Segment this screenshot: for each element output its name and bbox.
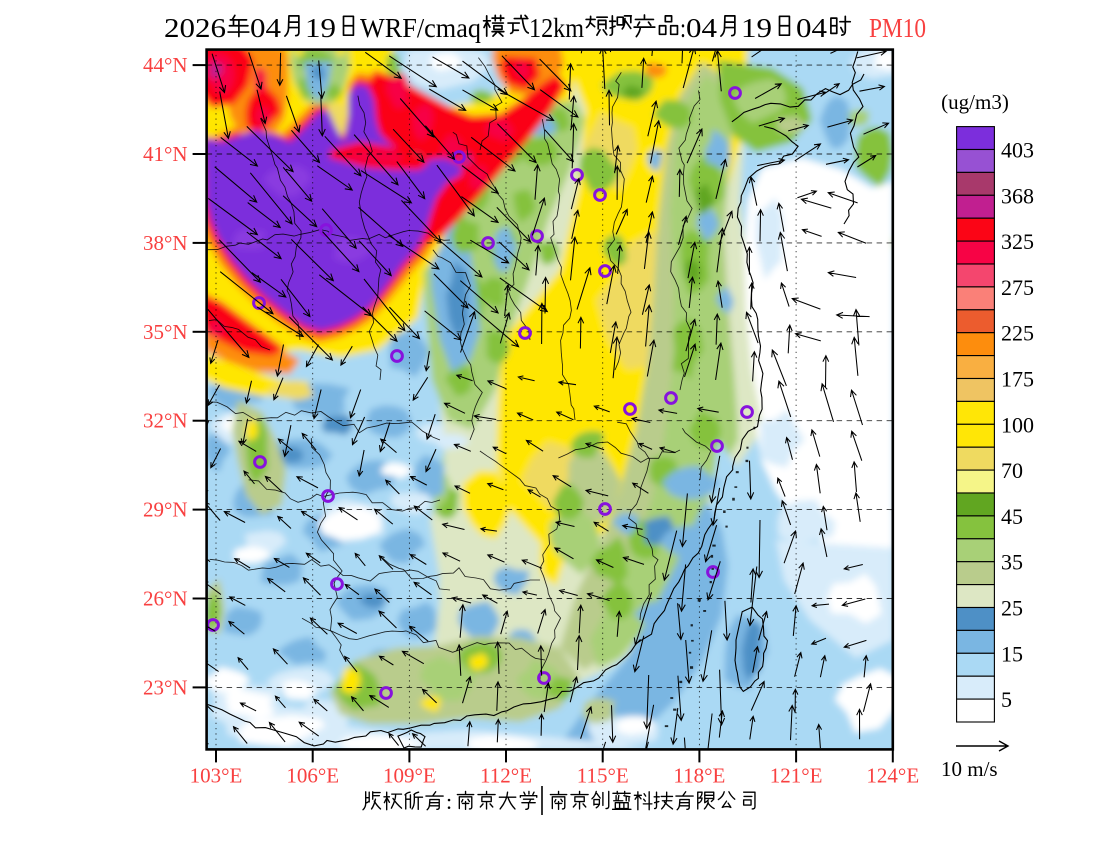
- svg-text:325: 325: [1001, 229, 1034, 254]
- svg-text:115°E: 115°E: [577, 763, 629, 787]
- svg-text:32°N: 32°N: [143, 409, 188, 433]
- svg-text:PM10: PM10: [869, 13, 926, 43]
- svg-text:15: 15: [1001, 641, 1023, 666]
- svg-text:04: 04: [250, 13, 282, 43]
- svg-text:19: 19: [305, 13, 336, 43]
- svg-text:2026: 2026: [164, 13, 226, 43]
- svg-text:35°N: 35°N: [143, 320, 188, 344]
- svg-text:44°N: 44°N: [143, 53, 188, 77]
- svg-text:118°E: 118°E: [673, 763, 725, 787]
- svg-text:368: 368: [1001, 183, 1034, 208]
- svg-text::: :: [680, 13, 686, 43]
- svg-text:109°E: 109°E: [383, 763, 436, 787]
- svg-text:12km: 12km: [529, 13, 584, 43]
- svg-text:35: 35: [1001, 550, 1023, 575]
- svg-text:WRF/cmaq: WRF/cmaq: [360, 13, 481, 43]
- svg-text:403: 403: [1001, 138, 1034, 163]
- svg-text:175: 175: [1001, 367, 1034, 392]
- svg-text:45: 45: [1001, 504, 1023, 529]
- svg-text:103°E: 103°E: [190, 763, 243, 787]
- svg-text:04: 04: [796, 13, 828, 43]
- svg-text:275: 275: [1001, 275, 1034, 300]
- svg-text:41°N: 41°N: [143, 142, 188, 166]
- svg-text:04: 04: [686, 13, 718, 43]
- svg-text:121°E: 121°E: [770, 763, 823, 787]
- svg-text:70: 70: [1001, 458, 1023, 483]
- svg-text:112°E: 112°E: [480, 763, 532, 787]
- svg-text:19: 19: [741, 13, 772, 43]
- svg-text:38°N: 38°N: [143, 231, 188, 255]
- svg-text:(ug/m3): (ug/m3): [941, 90, 1009, 114]
- svg-text::: :: [446, 789, 452, 814]
- svg-text:225: 225: [1001, 321, 1034, 346]
- svg-text:26°N: 26°N: [143, 587, 188, 611]
- svg-text:106°E: 106°E: [286, 763, 339, 787]
- svg-text:29°N: 29°N: [143, 498, 188, 522]
- svg-text:5: 5: [1001, 687, 1012, 712]
- svg-text:23°N: 23°N: [143, 675, 188, 699]
- svg-text:100: 100: [1001, 412, 1034, 437]
- svg-text:124°E: 124°E: [866, 763, 919, 787]
- svg-text:25: 25: [1001, 596, 1023, 621]
- svg-text:10 m/s: 10 m/s: [941, 757, 998, 781]
